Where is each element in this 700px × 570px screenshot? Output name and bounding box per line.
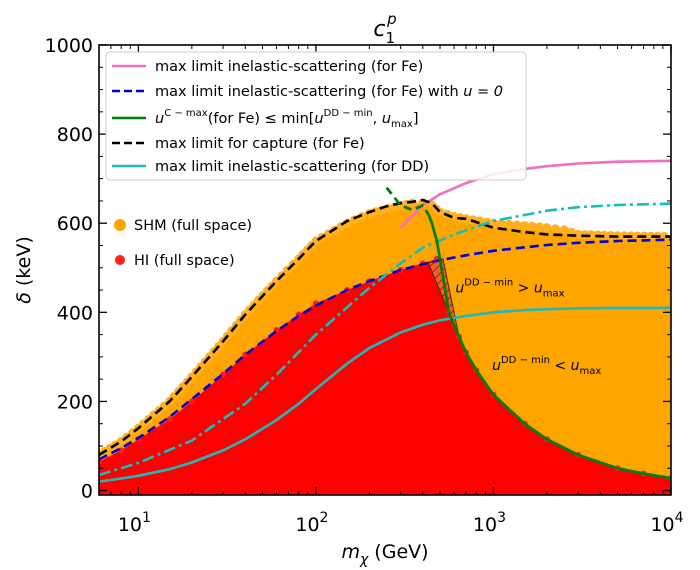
legend-label-hi: HI (full space) xyxy=(134,253,235,269)
hi-point xyxy=(166,416,173,423)
y-tick-label: 600 xyxy=(57,213,93,235)
chart-title: c1p xyxy=(373,10,396,47)
series-line-cyan xyxy=(99,306,671,483)
annot0-u: u xyxy=(455,280,464,296)
title-sub: 1 xyxy=(386,29,396,47)
series-line-green-dashed xyxy=(385,186,430,216)
title-sup: p xyxy=(386,10,397,28)
shm-point xyxy=(520,220,530,230)
ticks: 0 200 400 600 800 1000 101 102 103 104 xyxy=(45,35,684,536)
legend-green-sub3: max xyxy=(391,119,413,130)
shm-point xyxy=(559,225,569,235)
x-axis-title: mχ (GeV) xyxy=(341,541,428,568)
legend-label-pink: max limit inelastic-scattering (for Fe) xyxy=(155,59,423,75)
shm-point xyxy=(496,219,506,229)
legend-label-blue-text: max limit inelastic-scattering (for Fe) … xyxy=(155,84,463,100)
shm-point xyxy=(512,220,522,230)
annot0-rel: > xyxy=(513,280,534,296)
scatter-legend: SHM (full space) HI (full space) xyxy=(114,218,252,269)
x-tick-label: 102 xyxy=(295,510,328,536)
y-tick-label: 400 xyxy=(57,302,93,324)
series-line-green xyxy=(427,213,671,480)
legend-label-shm: SHM (full space) xyxy=(134,218,252,234)
x-axis-symbol: m xyxy=(341,541,360,563)
legend-label-green: uC − max(for Fe) ≤ min[uDD − min, umax] xyxy=(155,108,419,130)
annot1-sub: max xyxy=(580,366,602,377)
x-axis-sub: χ xyxy=(359,552,369,568)
series-line-blue xyxy=(99,238,671,461)
shm-point xyxy=(357,212,367,222)
legend-green-mid: , xyxy=(373,111,382,127)
legend: max limit inelastic-scattering (for Fe) … xyxy=(105,51,527,181)
legend-green-end: ] xyxy=(413,111,419,127)
title-main: c xyxy=(373,17,385,42)
hi-point xyxy=(188,398,195,405)
annot1-rel: < xyxy=(550,358,571,374)
shm-point xyxy=(542,223,552,233)
legend-green-rest: (for Fe) ≤ min[ xyxy=(208,111,315,127)
plot-frame xyxy=(98,44,672,496)
y-tick-label: 800 xyxy=(57,124,93,146)
legend-green-u3: u xyxy=(382,111,391,127)
legend-marker-hi xyxy=(115,255,125,265)
x-axis-unit: (GeV) xyxy=(368,541,428,563)
y-axis-symbol: δ xyxy=(13,292,35,304)
shm-point xyxy=(527,221,537,231)
hi-point xyxy=(118,447,125,454)
annot0-u2: u xyxy=(534,280,543,296)
legend-marker-shm xyxy=(114,219,126,231)
shm-point xyxy=(535,222,545,232)
annot1-u2: u xyxy=(571,358,580,374)
annot0-sub: max xyxy=(543,288,565,299)
annot1-u: u xyxy=(492,358,501,374)
x-tick-label: 103 xyxy=(473,510,506,536)
legend-label-cyan: max limit inelastic-scattering (for DD) xyxy=(155,159,429,175)
annotation-dd-greater: uDD − min > umax xyxy=(455,277,564,299)
y-axis-title: δ (keV) xyxy=(13,236,35,304)
legend-box xyxy=(105,51,527,181)
series-line-black xyxy=(99,198,671,457)
y-axis-unit: (keV) xyxy=(13,236,35,292)
series-line-cyan xyxy=(99,202,671,477)
legend-label-blue: max limit inelastic-scattering (for Fe) … xyxy=(155,84,503,100)
legend-green-u: u xyxy=(155,111,164,127)
legend-label-blue-math: u = 0 xyxy=(463,84,503,100)
x-tick-label: 104 xyxy=(650,510,683,536)
legend-green-u2: u xyxy=(314,111,323,127)
y-tick-label: 0 xyxy=(81,481,93,503)
y-tick-label: 1000 xyxy=(45,35,93,57)
annot0-sup: DD − min xyxy=(464,277,513,288)
regions xyxy=(99,198,671,495)
shm-point xyxy=(504,219,514,229)
hi-region xyxy=(99,258,671,495)
legend-label-black: max limit for capture (for Fe) xyxy=(155,136,365,152)
shm-point xyxy=(646,231,656,241)
legend-green-sup2: DD − min xyxy=(324,108,373,119)
shm-point xyxy=(551,224,561,234)
annotation-dd-less: uDD − min < umax xyxy=(492,355,601,377)
x-tick-label: 101 xyxy=(118,510,151,536)
y-tick-label: 200 xyxy=(57,391,93,413)
annot1-sup: DD − min xyxy=(501,355,550,366)
legend-green-sup: C − max xyxy=(164,108,208,119)
